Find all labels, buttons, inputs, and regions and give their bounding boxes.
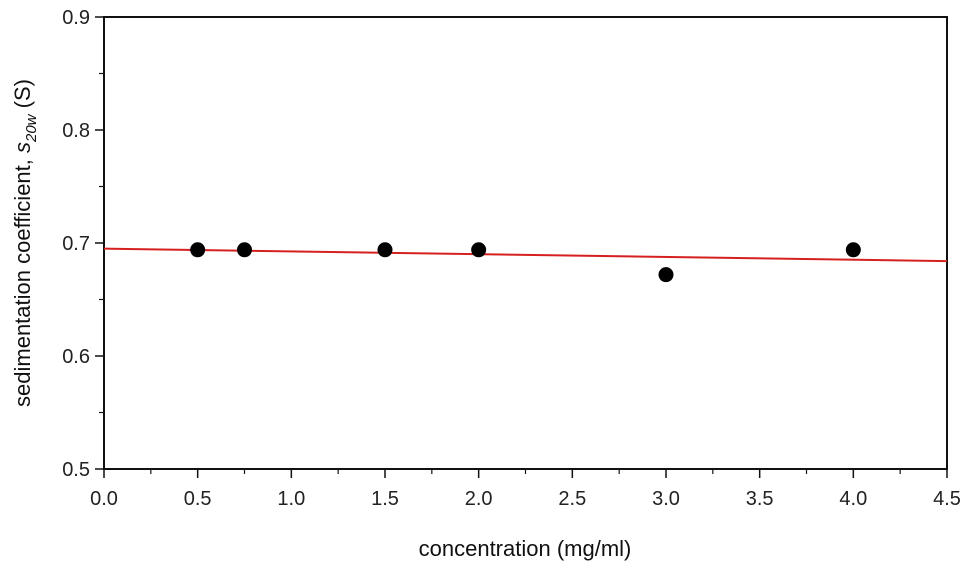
x-tick-label: 4.5 bbox=[933, 488, 961, 510]
y-tick-label: 0.5 bbox=[62, 459, 90, 481]
y-axis-title-symbol: s bbox=[10, 142, 35, 153]
y-axis-title: sedimentation coefficient, s20w (S) bbox=[10, 79, 40, 407]
x-tick-label: 1.0 bbox=[277, 488, 305, 510]
x-tick-label: 0.0 bbox=[90, 488, 118, 510]
data-points bbox=[190, 242, 861, 283]
data-point bbox=[658, 267, 674, 283]
x-tick-label: 3.5 bbox=[746, 488, 774, 510]
y-axis-title-prefix: sedimentation coefficient, bbox=[10, 153, 35, 407]
x-tick-label: 0.5 bbox=[184, 488, 212, 510]
x-tick-label: 4.0 bbox=[839, 488, 867, 510]
y-axis-title-suffix: (S) bbox=[10, 79, 35, 114]
x-tick-label: 2.5 bbox=[558, 488, 586, 510]
x-tick-label: 1.5 bbox=[371, 488, 399, 510]
data-point bbox=[190, 242, 206, 258]
x-tick-label: 3.0 bbox=[652, 488, 680, 510]
y-axis-title-subscript: 20w bbox=[23, 113, 40, 143]
data-point bbox=[471, 242, 487, 258]
data-point bbox=[237, 242, 252, 258]
fit-line bbox=[103, 247, 948, 263]
data-point bbox=[845, 242, 861, 258]
y-tick-label: 0.9 bbox=[62, 7, 90, 29]
data-point bbox=[377, 242, 393, 258]
y-tick-label: 0.6 bbox=[62, 346, 90, 368]
plot-frame bbox=[103, 16, 948, 470]
y-axis-ticks: 0.5 0.6 0.7 0.8 0.9 bbox=[62, 7, 104, 481]
y-tick-label: 0.8 bbox=[62, 120, 90, 142]
x-axis-ticks: 0.0 0.5 1.0 1.5 2.0 2.5 3.0 3.5 4.0 4.5 bbox=[90, 469, 961, 510]
y-tick-label: 0.7 bbox=[62, 233, 90, 255]
x-tick-label: 2.0 bbox=[465, 488, 493, 510]
x-axis-title: concentration (mg/ml) bbox=[419, 536, 632, 561]
